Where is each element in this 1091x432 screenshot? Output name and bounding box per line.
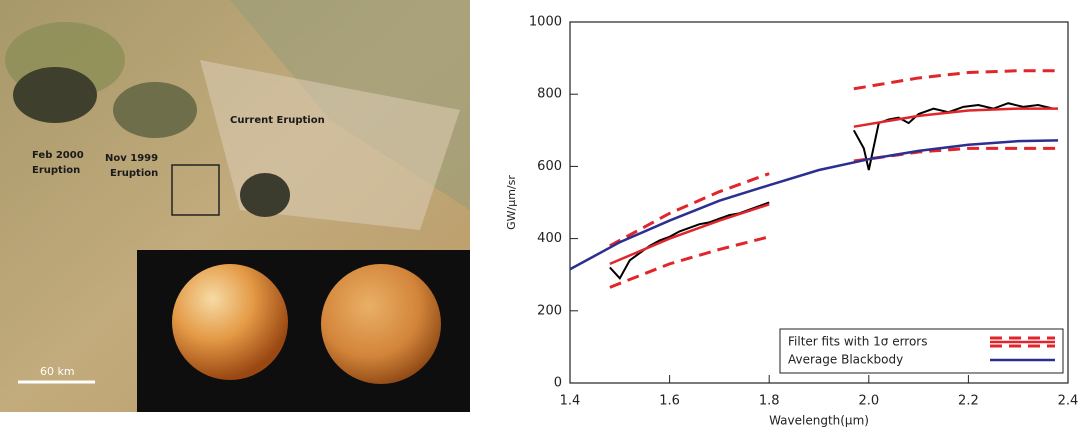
image-label: Current Eruption [230, 115, 325, 126]
image-label: Nov 1999 [105, 153, 158, 164]
y-axis-label: GW/μm/sr [505, 175, 518, 230]
x-tick-label: 2.4 [1058, 394, 1079, 409]
x-tick-label: 2.0 [858, 394, 879, 409]
image-label: Eruption [110, 168, 158, 179]
x-tick-label: 1.6 [659, 394, 680, 409]
legend-box [779, 328, 1064, 374]
y-tick-label: 200 [537, 303, 562, 318]
x-tick-label: 2.2 [958, 394, 979, 409]
legend-label: Average Blackbody [788, 353, 903, 367]
y-tick-label: 600 [537, 159, 562, 174]
y-tick-label: 400 [537, 231, 562, 246]
scale-label: 60 km [40, 365, 75, 378]
error-upper [609, 172, 770, 248]
error-lower [853, 146, 1059, 163]
y-tick-label: 800 [537, 87, 562, 102]
image-label: Feb 2000 [32, 150, 84, 161]
volcano-image: Feb 2000 Eruption Nov 1999 Eruption Curr… [0, 0, 470, 412]
y-tick-label: 1000 [529, 15, 562, 30]
observed-spectrum [852, 102, 1054, 171]
error-upper [853, 69, 1059, 91]
series-line [569, 139, 1059, 271]
error-lower [609, 235, 770, 289]
series-line [853, 107, 1059, 128]
image-label: Eruption [32, 165, 80, 176]
x-tick-label: 1.8 [759, 394, 780, 409]
x-axis-label: Wavelength(μm) [769, 414, 869, 428]
x-tick-label: 1.4 [560, 394, 581, 409]
series-line [609, 203, 770, 266]
chart: 0 200 400 600 800 1000 1.4 1.6 1.8 2.0 2.2 2.4 Wavel… [505, 15, 1078, 428]
legend-label: Filter fits with 1σ errors [788, 335, 928, 349]
y-tick-label: 0 [554, 376, 562, 391]
plot-frame [569, 21, 1069, 384]
